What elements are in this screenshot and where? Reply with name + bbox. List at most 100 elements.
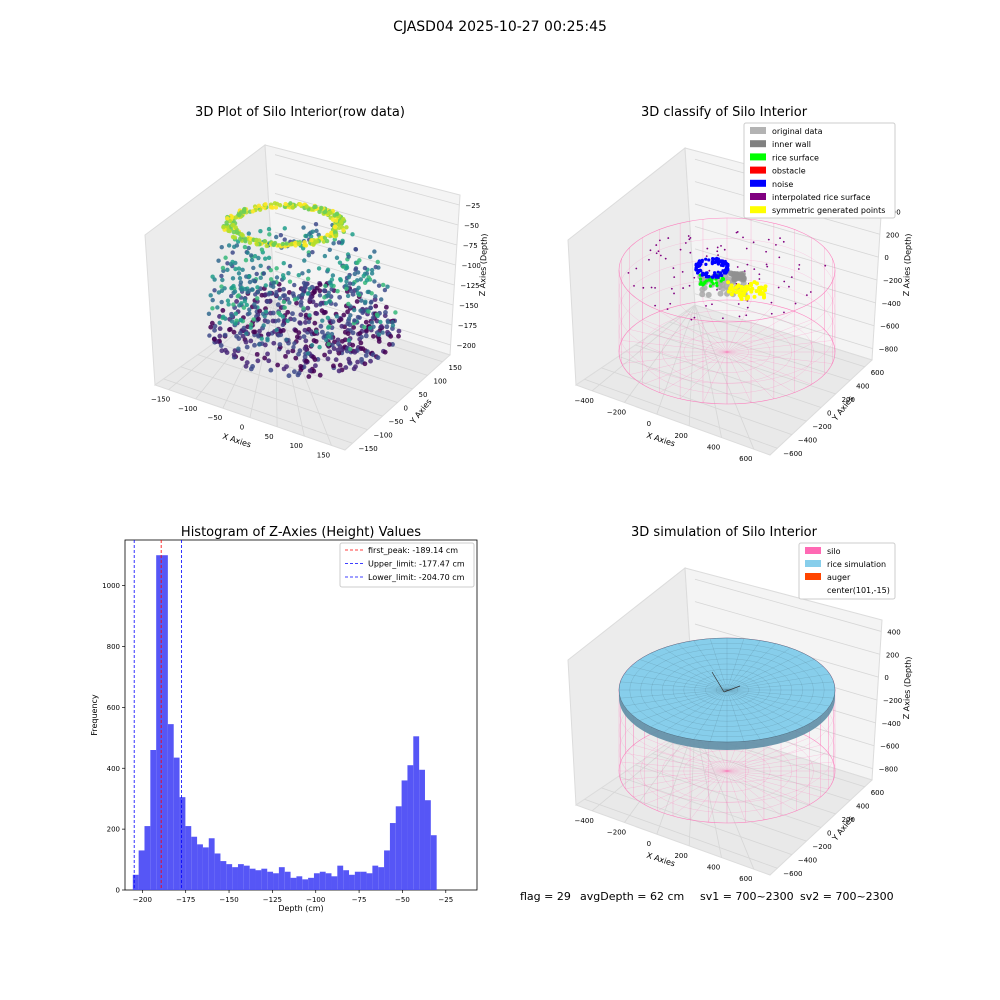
scatter-point <box>211 336 217 342</box>
gridline-z <box>274 212 456 266</box>
z-tick-label: −100 <box>462 262 481 270</box>
silo-floor-spoke <box>726 319 812 353</box>
panel2-xlabel: X Axies <box>645 431 676 449</box>
z-tick-label: −600 <box>880 743 899 751</box>
scatter-point <box>229 313 234 319</box>
interpolated-point <box>659 254 662 257</box>
silo-wall-ring <box>618 238 836 343</box>
scatter-point <box>371 333 376 339</box>
scatter-point <box>243 257 249 263</box>
scatter-point <box>271 280 277 286</box>
scatter-point <box>323 300 329 306</box>
scatter-point <box>330 273 336 278</box>
scatter-point <box>242 299 248 304</box>
scatter-point <box>396 333 401 339</box>
symmetric-point <box>762 295 767 300</box>
scatter-point <box>369 299 374 305</box>
scatter-point <box>280 314 286 319</box>
scatter-point <box>232 235 238 240</box>
silo-floor-spoke <box>625 753 728 772</box>
scatter-point <box>232 348 238 354</box>
interpolated-point <box>738 315 741 318</box>
scatter-point <box>341 228 346 233</box>
symmetric-point <box>738 288 743 293</box>
histogram-bar <box>144 826 151 890</box>
scatter-point <box>256 316 261 322</box>
silo-floor-ring <box>683 750 771 792</box>
scatter-point <box>301 280 307 286</box>
interpolated-point <box>633 284 635 287</box>
scatter-point <box>262 355 268 361</box>
interpolated-point <box>627 271 630 274</box>
scatter-point <box>348 288 354 294</box>
scatter-point <box>237 303 242 308</box>
scatter-point <box>274 266 279 271</box>
scatter-point <box>317 372 323 378</box>
scatter-point <box>311 368 317 374</box>
scatter-point <box>251 317 256 322</box>
histogram-bar <box>278 867 285 890</box>
gridline-y <box>652 753 836 815</box>
scatter-point <box>215 305 220 310</box>
scatter-point <box>322 235 328 240</box>
silo-floor-spoke <box>644 770 728 805</box>
interpolated-point <box>790 276 793 279</box>
silo-floor-spoke <box>726 761 834 772</box>
interpolated-point <box>765 263 768 266</box>
scatter-point <box>226 302 231 307</box>
silo-floor-spoke <box>726 737 810 772</box>
scatter-point <box>352 349 358 355</box>
noise-point <box>714 257 718 261</box>
scatter-point <box>317 282 323 288</box>
noise-point <box>697 261 701 265</box>
z-tick-label: −400 <box>882 300 901 308</box>
rice-point <box>714 281 719 285</box>
scatter-point <box>294 300 299 306</box>
scatter-point <box>363 299 368 304</box>
y-tick-label: 1000 <box>102 582 120 590</box>
scatter-point <box>239 356 245 362</box>
scatter-point <box>257 342 262 347</box>
scatter-point <box>282 305 287 310</box>
histogram-bar <box>366 873 373 890</box>
scatter-point <box>380 330 385 335</box>
scatter-point <box>219 348 225 354</box>
scatter-point <box>298 312 304 318</box>
panel3-title: Histogram of Z-Axies (Height) Values <box>181 525 421 540</box>
original-point <box>699 291 706 298</box>
scatter-point <box>281 275 286 281</box>
silo-floor-spoke <box>657 770 728 811</box>
scatter-point <box>337 260 343 265</box>
scatter-point <box>223 255 228 260</box>
silo-floor-spoke <box>659 351 728 393</box>
legend-label: inner wall <box>772 140 811 149</box>
panel4-rice-surface <box>618 637 836 750</box>
silo-floor-spoke <box>708 770 728 823</box>
y-tick-label: −400 <box>798 857 817 865</box>
legend-swatch <box>750 153 766 161</box>
x-tick-label: −50 <box>395 896 410 904</box>
z-tick-label: 200 <box>886 231 899 239</box>
interpolated-point <box>779 237 781 240</box>
y-tick-label: 0 <box>116 887 120 895</box>
interpolated-point <box>667 237 670 239</box>
scatter-point <box>340 239 345 245</box>
z-tick-label: −800 <box>879 346 898 354</box>
scatter-point <box>393 310 398 315</box>
scatter-point <box>220 308 226 313</box>
scatter-point <box>258 228 263 234</box>
scatter-point <box>294 334 300 340</box>
scatter-point <box>323 283 328 289</box>
scatter-point <box>323 309 328 315</box>
scatter-point <box>231 329 237 335</box>
scatter-point <box>296 272 301 278</box>
inner-wall-point <box>739 270 746 277</box>
scatter-point <box>333 302 338 307</box>
scatter-point <box>326 342 331 347</box>
gridline-y <box>584 378 778 449</box>
panel2-legend: original data inner wall rice surface obsta… <box>743 122 896 219</box>
scatter-point <box>232 289 238 294</box>
gridline-y <box>601 367 792 436</box>
scatter-point <box>278 328 284 334</box>
interpolated-point <box>648 258 650 261</box>
